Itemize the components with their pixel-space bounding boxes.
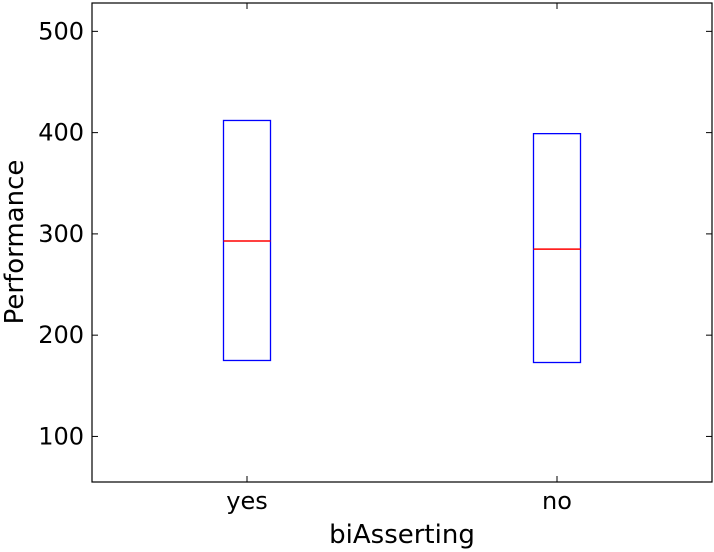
- y-tick-label: 500: [38, 17, 84, 45]
- x-tick-label: no: [542, 487, 572, 515]
- plot-area: [91, 2, 713, 483]
- x-axis-label: biAsserting: [329, 520, 475, 550]
- y-tick-label: 300: [38, 220, 84, 248]
- x-tick-label: yes: [226, 487, 267, 515]
- y-tick-label: 200: [38, 321, 84, 349]
- y-tick-label: 100: [38, 422, 84, 450]
- y-axis-label: Performance: [0, 160, 30, 325]
- y-axis-ticks: 100 200 300 400 500: [38, 17, 712, 450]
- box-no: [532, 132, 582, 364]
- x-axis-ticks: yes no: [226, 3, 572, 515]
- y-tick-label: 400: [38, 119, 84, 147]
- boxes: [222, 119, 582, 364]
